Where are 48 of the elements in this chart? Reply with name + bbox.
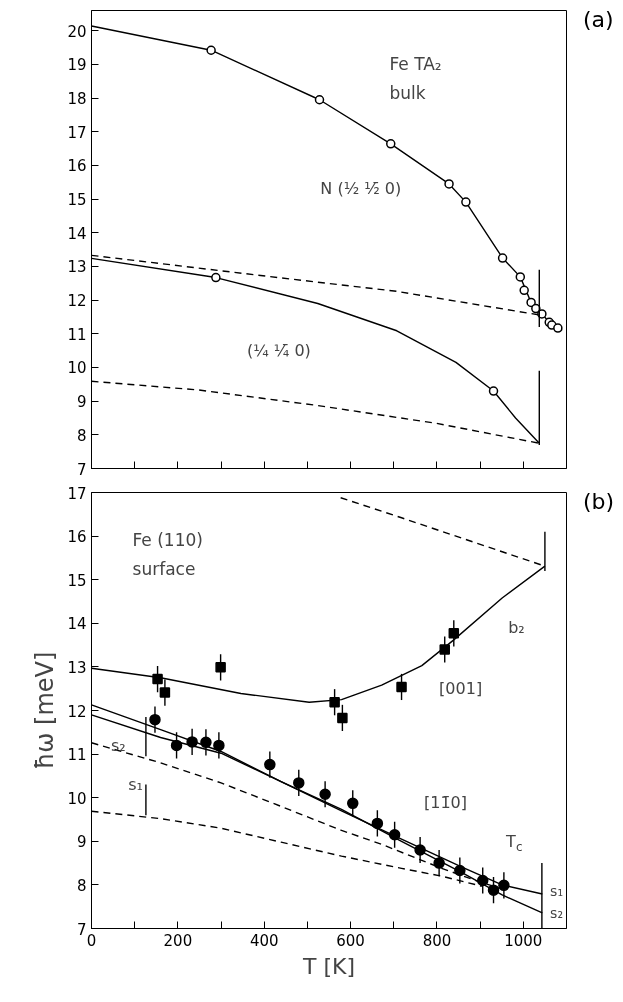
- x-tick-label: 400: [249, 931, 279, 950]
- x-tick-label: 0: [86, 931, 97, 950]
- y-tick-label: 19: [67, 56, 87, 75]
- annotation: [001]: [439, 679, 483, 699]
- y-tick-label: 13: [67, 258, 87, 277]
- annotation: b₂: [508, 618, 525, 638]
- x-axis-title: T [K]: [301, 953, 356, 979]
- annotation: s₂: [550, 905, 563, 922]
- annotation: s₂: [110, 735, 126, 755]
- annotation: N (½ ½̄ 0): [320, 179, 402, 199]
- y-tick-label: 16: [67, 157, 87, 176]
- y-tick-label: 10: [67, 359, 87, 378]
- y-tick-label: 12: [67, 292, 87, 311]
- y-tick-label: 13: [67, 658, 87, 677]
- annotation: bulk: [389, 83, 426, 104]
- annotation: s₁: [550, 883, 563, 900]
- y-tick-label: 15: [67, 571, 87, 590]
- y-tick-label: 9: [76, 833, 87, 852]
- text: (a): [583, 6, 614, 34]
- y-tick-label: 20: [67, 22, 87, 41]
- y-tick-label: 11: [67, 325, 87, 344]
- y-tick-label: 10: [67, 789, 87, 808]
- annotation: Fe (110): [132, 530, 203, 551]
- annotation: surface: [132, 558, 196, 579]
- x-tick-label: 1000: [504, 931, 543, 950]
- x-tick-label: 800: [422, 931, 452, 950]
- annotation: (¼ ¼̄ 0): [246, 341, 311, 361]
- y-tick-label: 7: [76, 460, 87, 479]
- y-tick-label: 12: [67, 702, 87, 721]
- y-tick-label: 17: [67, 484, 87, 503]
- annotation: [11̄0]: [424, 792, 468, 812]
- y-tick-label: 17: [67, 123, 87, 142]
- annotation: s₁: [128, 775, 143, 795]
- y-tick-label: 16: [67, 528, 87, 547]
- y-tick-label: 7: [76, 920, 87, 939]
- x-tick-label: 200: [163, 931, 193, 950]
- y-axis-title: ħω [meV]: [31, 651, 60, 770]
- y-tick-label: 8: [76, 876, 87, 895]
- annotation: Fe TA₂: [389, 54, 442, 75]
- y-tick-label: 9: [76, 393, 87, 412]
- y-tick-label: 15: [67, 191, 87, 210]
- y-tick-label: 8: [76, 426, 87, 445]
- y-tick-label: 18: [67, 90, 87, 109]
- text: (b): [583, 488, 615, 516]
- y-tick-label: 14: [67, 224, 87, 243]
- x-tick-label: 600: [336, 931, 365, 950]
- y-tick-label: 11: [67, 746, 87, 765]
- y-tick-label: 14: [67, 615, 87, 634]
